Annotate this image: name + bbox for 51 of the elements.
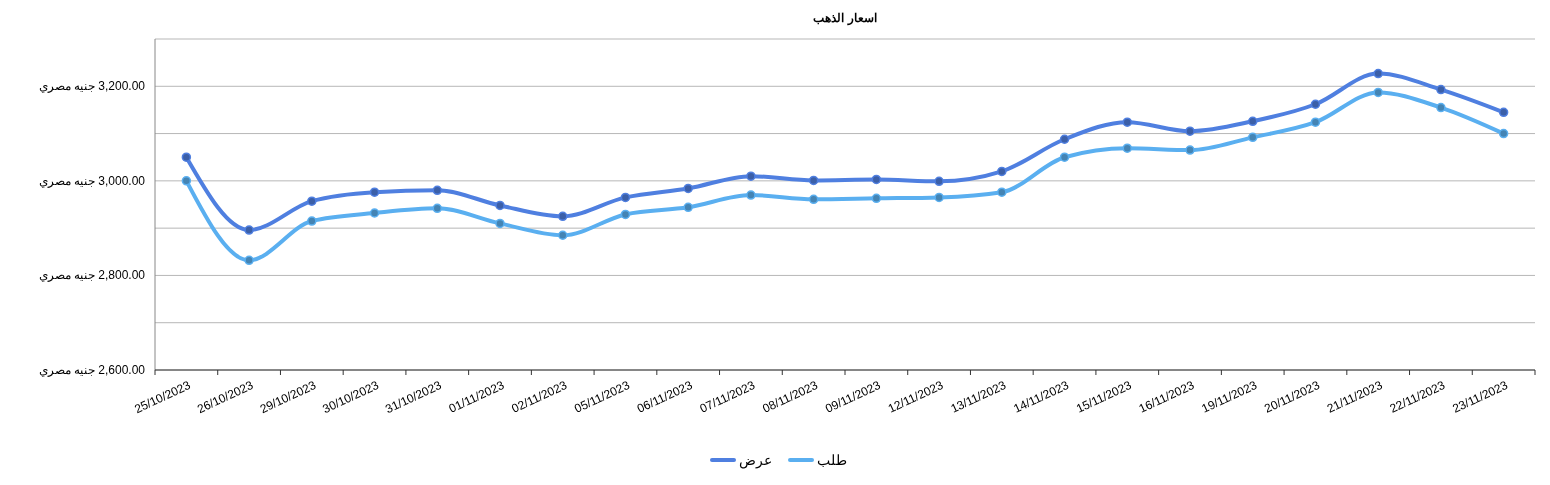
- point: [997, 166, 1007, 177]
- point: [683, 202, 693, 213]
- point: [1059, 152, 1070, 162]
- chart-title: اسعار الذهب: [813, 11, 877, 26]
- point: [871, 193, 882, 204]
- point: [181, 152, 192, 162]
- point: [808, 194, 819, 205]
- point: [683, 183, 693, 194]
- legend-label: طلب: [817, 452, 847, 468]
- point: [495, 200, 505, 211]
- y-tick-label: 3,000.00 جنيه مصري: [38, 173, 146, 188]
- point: [934, 176, 944, 187]
- point: [307, 216, 317, 226]
- point: [1310, 99, 1321, 109]
- point: [1373, 87, 1383, 98]
- point: [746, 171, 756, 181]
- point: [244, 225, 254, 235]
- y-tick-label: 2,600.00 جنيه مصري: [38, 363, 146, 377]
- legend-label: عرض: [739, 452, 772, 469]
- point: [432, 185, 443, 196]
- point: [1498, 128, 1509, 139]
- point: [1122, 143, 1133, 153]
- point: [1247, 116, 1258, 127]
- point: [432, 203, 443, 214]
- point: [369, 187, 380, 197]
- point: [495, 218, 505, 229]
- point: [620, 192, 631, 203]
- point: [557, 230, 568, 240]
- point: [307, 196, 317, 206]
- point: [1310, 117, 1321, 127]
- point: [997, 187, 1007, 197]
- point: [1122, 117, 1133, 127]
- point: [1373, 68, 1383, 79]
- y-tick-label: 2,800.00 جنيه مصري: [38, 268, 146, 283]
- point: [934, 192, 944, 203]
- point: [1436, 102, 1446, 113]
- point: [871, 174, 882, 185]
- point: [557, 211, 568, 222]
- point: [746, 190, 756, 200]
- point: [244, 255, 254, 266]
- point: [1247, 132, 1258, 143]
- point: [808, 175, 819, 186]
- point: [1498, 107, 1509, 118]
- point: [1059, 134, 1070, 144]
- point: [1436, 84, 1446, 95]
- point: [620, 209, 631, 220]
- point: [1185, 126, 1195, 136]
- point: [1185, 145, 1195, 155]
- point: [181, 176, 192, 186]
- y-tick-label: 3,200.00 جنيه مصري: [38, 79, 146, 94]
- point: [369, 208, 380, 218]
